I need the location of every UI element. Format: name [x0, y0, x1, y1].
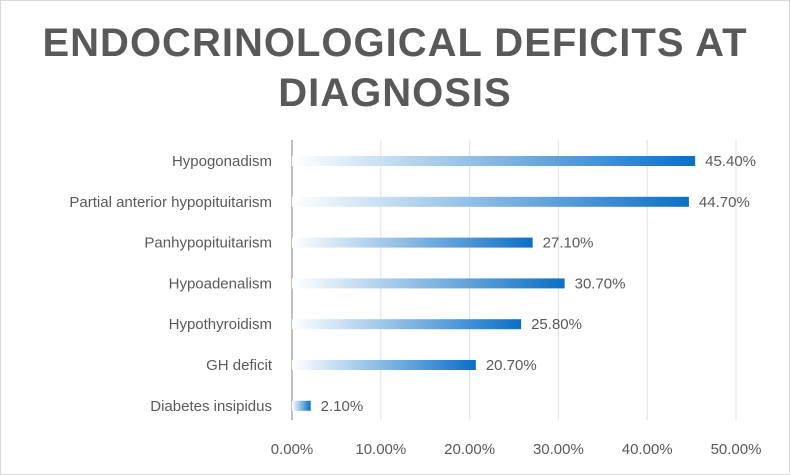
bar [292, 319, 522, 330]
x-tick-label: 10.00% [355, 441, 406, 458]
x-tick-label: 30.00% [533, 441, 584, 458]
value-label: 25.80% [531, 316, 582, 333]
bar [292, 278, 565, 289]
bar [292, 360, 476, 370]
chart-title-line-1: ENDOCRINOLOGICAL DEFICITS AT [42, 21, 748, 65]
category-label: Hypogonadism [172, 153, 272, 170]
bars [292, 156, 696, 411]
category-label: Panhypopituitarism [144, 235, 272, 252]
bar [292, 400, 311, 411]
value-label: 44.70% [699, 194, 750, 211]
value-label: 20.70% [486, 357, 537, 374]
bar [292, 156, 696, 166]
category-label: Hypothyroidism [169, 316, 272, 333]
bar [292, 196, 689, 207]
chart-title: ENDOCRINOLOGICAL DEFICITS AT DIAGNOSIS [0, 18, 790, 118]
category-label: Partial anterior hypopituitarism [69, 194, 272, 211]
category-label: Hypoadenalism [169, 275, 272, 292]
labels: 0.00% 10.00% 20.00% 30.00% 40.00% 50.00% Hypog… [69, 153, 761, 458]
value-label: 2.10% [321, 398, 364, 415]
value-label: 30.70% [575, 275, 626, 292]
chart-title-line-2: DIAGNOSIS [278, 71, 512, 115]
x-tick-label: 0.00% [271, 441, 314, 458]
value-label: 45.40% [705, 153, 756, 170]
x-tick-label: 20.00% [444, 441, 495, 458]
x-tick-label: 40.00% [622, 441, 673, 458]
bar [292, 237, 533, 248]
category-label: Diabetes insipidus [150, 398, 272, 415]
x-tick-label: 50.00% [711, 441, 762, 458]
category-label: GH deficit [206, 357, 273, 374]
value-label: 27.10% [543, 235, 594, 252]
